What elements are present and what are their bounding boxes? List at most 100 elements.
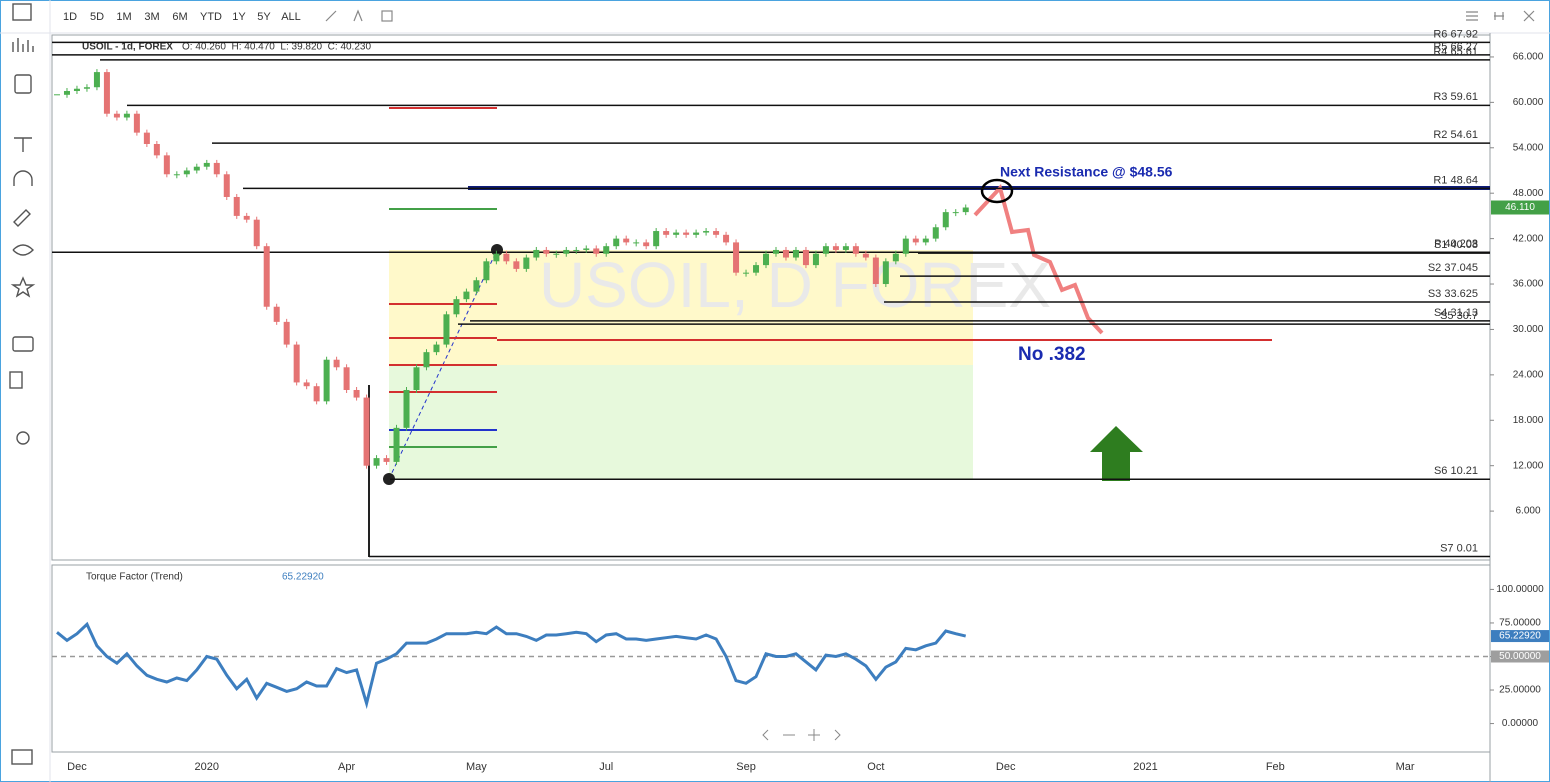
candle xyxy=(453,299,460,315)
candle xyxy=(643,242,650,247)
line-tool[interactable] xyxy=(14,137,32,152)
reference-tag xyxy=(1491,650,1549,663)
draw-lock[interactable] xyxy=(13,209,31,227)
chart-type[interactable] xyxy=(12,38,34,52)
favorite[interactable] xyxy=(10,276,36,298)
y-tick-label: 30.000 xyxy=(1513,324,1544,335)
scroll-right[interactable] xyxy=(834,729,841,741)
candle xyxy=(802,249,809,266)
candle xyxy=(413,367,420,390)
scroll-left[interactable] xyxy=(762,729,769,741)
x-tick-label: May xyxy=(466,761,487,773)
candle xyxy=(673,232,680,235)
candle xyxy=(603,246,610,254)
candle xyxy=(233,196,240,216)
candle xyxy=(143,132,150,144)
candle xyxy=(912,238,919,243)
range-button[interactable]: 5D xyxy=(90,11,104,23)
bottom-toggle[interactable] xyxy=(11,749,33,765)
candle xyxy=(703,231,710,233)
level-label: S4 31.13 xyxy=(1434,307,1478,319)
level-label: S2 37.045 xyxy=(1428,262,1478,274)
candle xyxy=(633,242,640,244)
candle xyxy=(193,166,200,171)
menu[interactable] xyxy=(1466,11,1478,21)
y-tick-label: 100.00000 xyxy=(1496,584,1544,595)
percent[interactable] xyxy=(325,10,337,22)
candle xyxy=(123,113,130,118)
candle xyxy=(113,113,120,118)
range-button[interactable]: 6M xyxy=(172,11,187,23)
indicator-line xyxy=(56,621,967,710)
candle xyxy=(733,242,740,273)
layout[interactable] xyxy=(1494,12,1504,20)
price-tag xyxy=(1491,200,1549,215)
x-tick-label: Feb xyxy=(1266,761,1285,773)
zoom-in[interactable] xyxy=(808,729,820,741)
level-label: R2 54.61 xyxy=(1433,129,1478,141)
y-tick-label: 25.00000 xyxy=(1499,685,1541,696)
candle xyxy=(273,306,280,322)
y-tick-label: 36.000 xyxy=(1513,279,1544,290)
candle xyxy=(383,458,390,462)
candle xyxy=(493,253,500,262)
level-label: S3 33.625 xyxy=(1428,288,1478,300)
y-tick-label: 18.000 xyxy=(1513,415,1544,426)
candle xyxy=(882,261,889,285)
x-tick-label: 2020 xyxy=(195,761,219,773)
candle xyxy=(932,227,939,239)
watermark: USOIL, D FOREX xyxy=(539,249,1051,321)
level-label: R1 48.64 xyxy=(1433,174,1478,186)
magnet[interactable] xyxy=(13,170,33,186)
snapshot[interactable] xyxy=(12,336,34,352)
candle xyxy=(473,280,480,292)
indicator-title: Torque Factor (Trend) xyxy=(86,572,183,583)
range-button[interactable]: 1Y xyxy=(232,11,246,23)
candle xyxy=(303,382,310,387)
trash[interactable] xyxy=(9,371,23,389)
range-button[interactable]: 1M xyxy=(116,11,131,23)
top-right-icons xyxy=(1466,10,1535,22)
candle xyxy=(862,253,869,258)
hide[interactable] xyxy=(12,244,34,256)
indicators[interactable] xyxy=(14,74,32,94)
x-tick-label: Sep xyxy=(736,761,756,773)
candle xyxy=(563,249,570,254)
auto-scale[interactable] xyxy=(353,9,363,22)
candle xyxy=(343,367,350,390)
range-button[interactable]: 5Y xyxy=(257,11,271,23)
x-tick-label: Mar xyxy=(1396,761,1415,773)
candle xyxy=(553,253,560,255)
candle xyxy=(753,265,760,273)
lock[interactable] xyxy=(381,10,393,22)
y-tick-label: 75.00000 xyxy=(1499,618,1541,629)
candle xyxy=(443,314,450,345)
range-button[interactable]: YTD xyxy=(200,11,222,23)
candle xyxy=(792,249,799,258)
candle xyxy=(653,231,660,247)
candle xyxy=(213,162,220,175)
symbol: USOIL - 1d, FOREX xyxy=(82,42,173,53)
y-tick-label: 6.000 xyxy=(1515,506,1540,517)
close[interactable] xyxy=(1523,10,1535,22)
y-tick-label: 66.000 xyxy=(1513,52,1544,63)
candle xyxy=(393,427,400,462)
anchor-a xyxy=(383,473,395,485)
range-button[interactable]: 3M xyxy=(144,11,159,23)
candle xyxy=(922,238,929,243)
candle xyxy=(403,389,410,428)
candle xyxy=(183,170,190,175)
y-tick-label: 60.000 xyxy=(1513,97,1544,108)
x-tick-label: Jul xyxy=(599,761,613,773)
debug[interactable] xyxy=(16,431,30,445)
text-tool[interactable] xyxy=(12,3,32,21)
candle xyxy=(83,87,90,89)
range-button[interactable]: 1D xyxy=(63,11,77,23)
candle xyxy=(163,155,170,175)
candle xyxy=(263,246,270,307)
candle xyxy=(683,232,690,235)
range-button[interactable]: ALL xyxy=(281,11,301,23)
candle xyxy=(373,458,380,466)
x-tick-label: Apr xyxy=(338,761,355,773)
